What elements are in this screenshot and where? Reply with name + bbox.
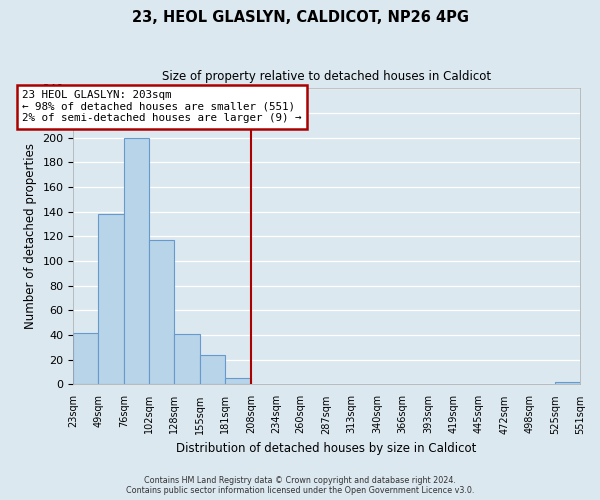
Bar (98, 214, 124, 384)
Text: Contains HM Land Registry data © Crown copyright and database right 2024.
Contai: Contains HM Land Registry data © Crown c… (126, 476, 474, 495)
Bar (149, 240, 174, 384)
Bar (225, 378, 251, 384)
Text: 23, HEOL GLASLYN, CALDICOT, NP26 4PG: 23, HEOL GLASLYN, CALDICOT, NP26 4PG (131, 10, 469, 25)
Y-axis label: Number of detached properties: Number of detached properties (24, 144, 37, 330)
Bar (174, 334, 200, 384)
Bar (200, 355, 225, 384)
Bar (124, 138, 149, 384)
Title: Size of property relative to detached houses in Caldicot: Size of property relative to detached ho… (162, 70, 491, 83)
Text: 23 HEOL GLASLYN: 203sqm
← 98% of detached houses are smaller (551)
2% of semi-de: 23 HEOL GLASLYN: 203sqm ← 98% of detache… (22, 90, 302, 124)
X-axis label: Distribution of detached houses by size in Caldicot: Distribution of detached houses by size … (176, 442, 477, 455)
Bar (73, 332, 98, 384)
Bar (555, 382, 580, 384)
